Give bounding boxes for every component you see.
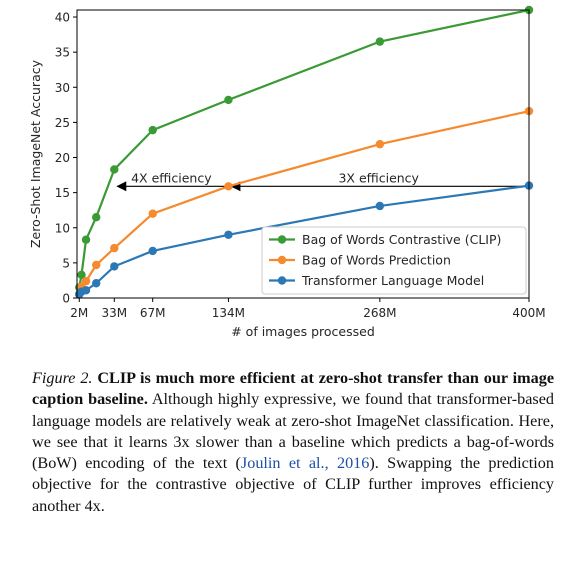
data-point: [81, 235, 91, 244]
x-tick-label: 268M: [363, 306, 396, 320]
data-point: [110, 262, 119, 271]
y-tick-label: 35: [55, 46, 70, 60]
data-point: [92, 279, 101, 288]
caption-body: Although highly expressive, we found tha…: [32, 390, 555, 473]
accuracy-chart: 4X efficiency 3X efficiency 0 5 10 15 20 25 30 3…: [28, 5, 546, 339]
data-point: [224, 182, 233, 191]
x-tick-label: 33M: [101, 306, 127, 320]
y-tick-label: 30: [55, 81, 70, 95]
series-group: [75, 181, 534, 299]
data-point: [375, 201, 385, 211]
legend-entry-label: Transformer Language Model: [301, 273, 484, 288]
data-point: [148, 209, 157, 218]
x-tick-label: 67M: [140, 306, 166, 320]
efficiency-annotation: 4X efficiency: [131, 170, 212, 185]
data-point: [148, 246, 157, 256]
figure-caption: Figure 2. CLIP is much more efficient at…: [32, 368, 554, 517]
data-point: [375, 139, 385, 149]
legend-swatch-marker: [277, 235, 287, 244]
x-tick-label: 134M: [212, 306, 245, 320]
legend-swatch-marker: [277, 276, 287, 285]
caption-label: Figure 2.: [32, 369, 93, 387]
data-point: [224, 95, 233, 105]
data-point: [81, 286, 91, 295]
data-point: [81, 276, 91, 286]
plot-frame: [76, 9, 530, 299]
legend: Bag of Words Contrastive (CLIP) Bag of Wo…: [261, 226, 527, 295]
data-point: [375, 37, 385, 46]
data-point: [110, 165, 119, 174]
data-point: [224, 230, 233, 239]
caption-body-end: ). Swapping the prediction objective for…: [32, 454, 554, 515]
y-tick-label: 25: [55, 116, 70, 130]
data-point: [110, 243, 119, 253]
data-point: [92, 260, 101, 270]
legend-box: [261, 226, 527, 295]
legend-entry-label: Bag of Words Contrastive (CLIP): [302, 232, 501, 247]
x-axis-label: # of images processed: [231, 324, 375, 339]
legend-entry-label: Bag of Words Prediction: [302, 253, 451, 268]
data-point: [148, 125, 157, 135]
legend-swatch-marker: [277, 255, 287, 265]
y-tick-label: 5: [62, 256, 70, 270]
series-group: [75, 5, 534, 292]
citation-link[interactable]: Joulin et al., 2016: [240, 454, 370, 473]
caption-title: CLIP is much more efficient at zero-shot…: [32, 369, 555, 409]
x-tick-label: 400M: [512, 306, 545, 320]
y-tick-label: 10: [55, 221, 70, 235]
data-point: [92, 213, 101, 222]
data-point: [77, 270, 86, 280]
x-tick-label: 2M: [70, 306, 88, 320]
y-tick-label: 15: [55, 186, 70, 200]
y-tick-label: 20: [55, 151, 70, 165]
efficiency-annotation: 3X efficiency: [338, 170, 419, 185]
y-tick-label: 0: [62, 292, 70, 306]
y-axis-label: Zero-Shot ImageNet Accuracy: [28, 59, 43, 248]
y-tick-label: 40: [55, 11, 70, 25]
